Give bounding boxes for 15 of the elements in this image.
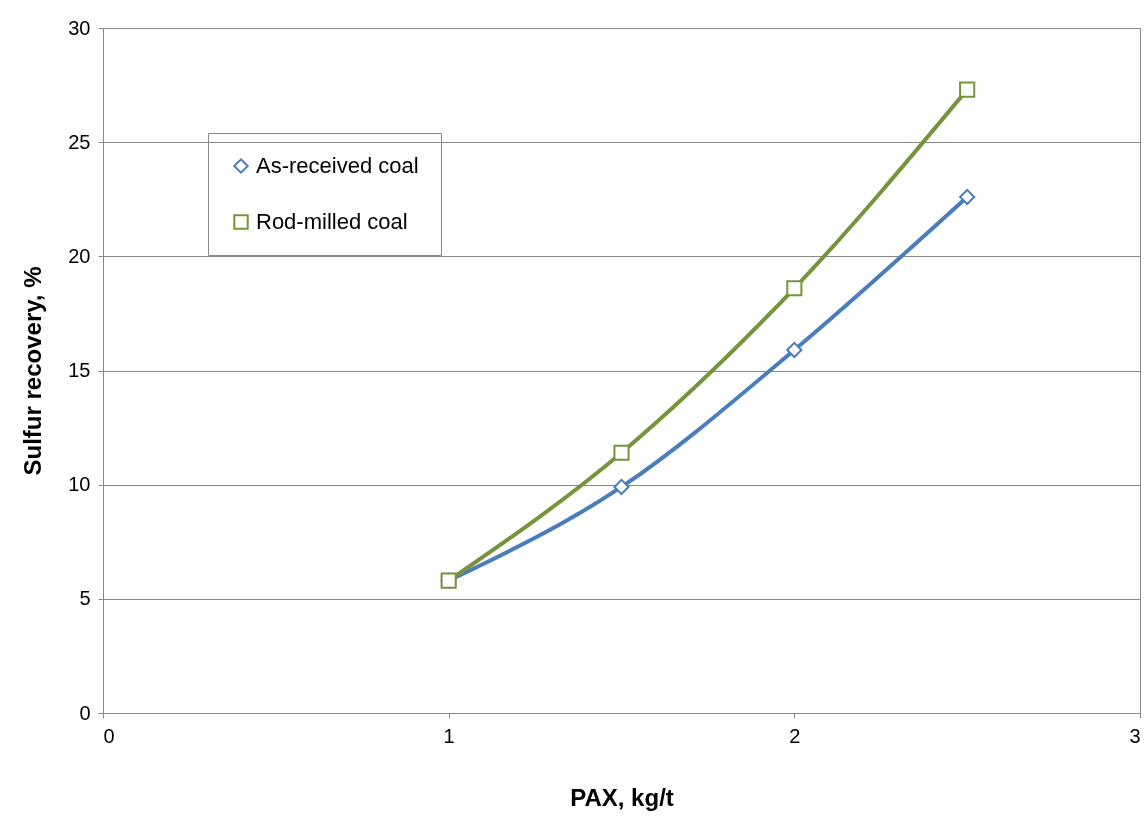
y-tick-label: 15 xyxy=(68,359,91,381)
x-axis-title: PAX, kg/t xyxy=(570,783,674,811)
y-tick-label: 0 xyxy=(79,701,91,724)
legend-label: Rod-milled coal xyxy=(256,209,408,234)
x-tick-label: 0 xyxy=(103,724,115,747)
x-tick-label: 1 xyxy=(443,724,455,747)
y-tick-label: 5 xyxy=(79,587,91,610)
legend-label: As-received coal xyxy=(256,153,419,178)
y-tick-label: 30 xyxy=(68,16,91,39)
y-tick-label: 25 xyxy=(68,130,91,153)
y-tick-label: 20 xyxy=(68,244,91,267)
y-axis-title: Sulfur recovery, % xyxy=(19,266,47,476)
x-tick-label: 3 xyxy=(1129,724,1141,747)
x-tick-label: 2 xyxy=(789,724,801,747)
y-tick-label: 10 xyxy=(68,473,91,496)
